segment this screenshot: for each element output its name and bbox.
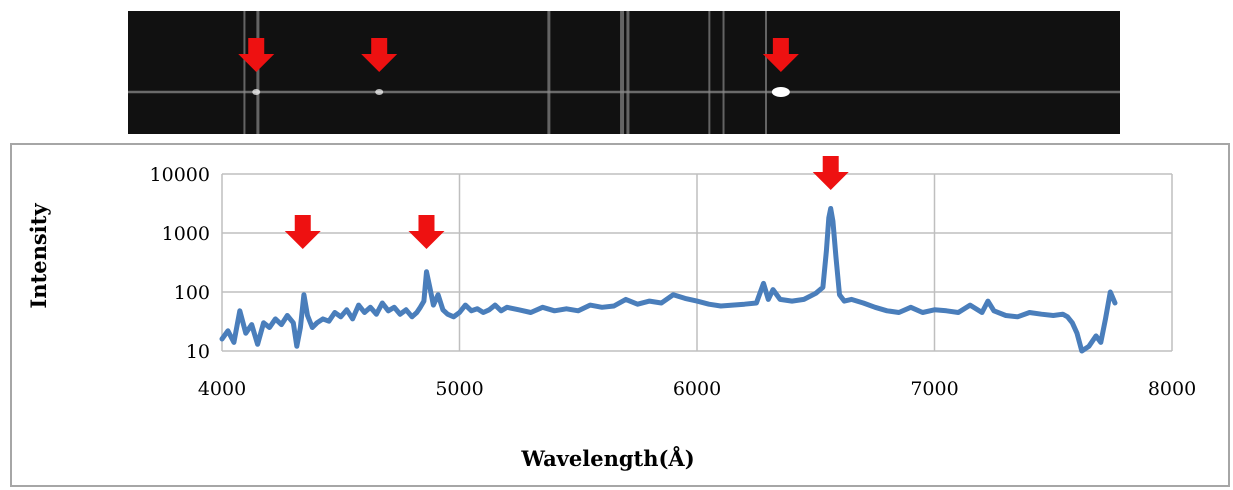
red-arrow-marker-icon xyxy=(238,38,275,72)
bright-line xyxy=(708,11,711,134)
emission-spot xyxy=(375,89,384,95)
x-tick-label: 5000 xyxy=(435,378,483,400)
bright-line xyxy=(243,11,246,134)
red-arrow-marker-icon xyxy=(762,38,799,72)
intensity-series-line xyxy=(219,206,1118,354)
bright-line xyxy=(256,11,260,134)
bright-line xyxy=(722,11,725,134)
red-arrow-marker-icon xyxy=(361,38,398,72)
red-arrow-marker-icon xyxy=(408,215,445,249)
spectrum-image xyxy=(128,11,1120,134)
bright-line xyxy=(626,11,630,134)
x-axis-label: Wavelength(Å) xyxy=(520,446,694,471)
y-tick-label: 10000 xyxy=(150,164,210,186)
x-tick-label: 4000 xyxy=(198,378,246,400)
y-tick-label: 1000 xyxy=(162,223,210,245)
emission-spot xyxy=(771,87,790,97)
y-axis-label: Intensity xyxy=(26,203,51,309)
red-arrow-marker-icon xyxy=(284,215,321,249)
bright-line xyxy=(547,11,551,134)
red-arrow-marker-icon xyxy=(812,156,849,190)
x-tick-label: 6000 xyxy=(673,378,721,400)
bright-line xyxy=(765,11,767,134)
y-tick-label: 10 xyxy=(186,341,210,363)
emission-spot xyxy=(252,89,261,95)
bright-line xyxy=(620,11,625,134)
spectrum-image-background xyxy=(128,11,1120,134)
y-tick-label: 100 xyxy=(174,282,210,304)
x-tick-label: 8000 xyxy=(1148,378,1196,400)
x-tick-label: 7000 xyxy=(910,378,958,400)
